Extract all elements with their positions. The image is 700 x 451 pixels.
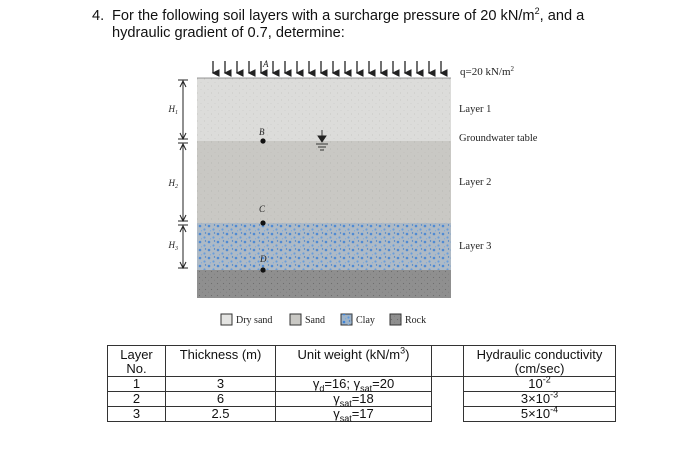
cell-hydraulic-conductivity: 3×10-3 [463, 390, 616, 407]
point-b-label: B [259, 127, 265, 137]
legend: Dry sand Sand Clay Rock [220, 313, 426, 326]
cell-spacer [432, 377, 464, 392]
groundwater-table-label: Groundwater table [459, 133, 538, 144]
question-line-1-text: For the following soil layers with a sur… [112, 8, 535, 24]
col-header-thickness: Thickness (m) [165, 345, 276, 377]
thickness-dimensions [178, 79, 188, 270]
cell-layer: 3 [107, 406, 166, 422]
table-row: 2 6 γsat=18 3×10-3 [107, 390, 616, 408]
legend-rock-label: Rock [405, 315, 426, 326]
point-b-marker [260, 138, 266, 144]
point-c-marker [260, 220, 266, 226]
point-c-label: C [259, 204, 266, 214]
col-header-spacer [431, 345, 464, 377]
h2-label: H2 [168, 178, 179, 190]
question-line-2: hydraulic gradient of 0.7, determine: [112, 25, 345, 41]
question-text: 4. For the following soil layers with a s… [92, 6, 652, 42]
water-table-icon [316, 130, 328, 151]
point-d-marker [260, 267, 266, 273]
col-header-hydraulic-conductivity: Hydraulic conductivity (cm/sec) [463, 345, 616, 377]
table-header-row: Layer No. Thickness (m) Unit weight (kN/m… [107, 345, 616, 377]
cell-unit-weight: γsat=17 [275, 406, 432, 423]
question-line-1: For the following soil layers with a sur… [112, 6, 585, 24]
cell-thickness: 3 [165, 376, 276, 392]
point-a-label: A [262, 59, 269, 69]
col-header-layer: Layer No. [107, 345, 166, 377]
cell-thickness: 2.5 [165, 406, 276, 422]
cell-hydraulic-conductivity: 5×10-4 [463, 405, 616, 422]
table-row: 1 3 γd=16; γsat=20 10-2 [107, 375, 616, 393]
legend-sand-label: Sand [305, 315, 325, 326]
surcharge-arrows [211, 61, 448, 77]
cell-thickness: 6 [165, 391, 276, 407]
legend-dry-sand-label: Dry sand [236, 315, 272, 326]
soil-profile-figure: A q=20 kN/m2 H1 H2 H3 B C D [168, 59, 538, 326]
layer-2-label: Layer 2 [459, 177, 491, 188]
cell-spacer [432, 407, 464, 422]
table-row: 3 2.5 γsat=17 5×10-4 [107, 405, 616, 423]
cell-hydraulic-conductivity: 10-2 [463, 375, 616, 392]
h3-label: H3 [168, 240, 179, 252]
cell-layer: 1 [107, 376, 166, 392]
question-line-1-tail: , and a [539, 8, 585, 24]
legend-dry-sand-swatch [220, 313, 233, 326]
legend-sand-swatch [289, 313, 302, 326]
question-number: 4. [92, 8, 105, 24]
point-d-label: D [259, 254, 267, 264]
calculation-points: B C D [259, 127, 267, 273]
soil-properties-table: Layer No. Thickness (m) Unit weight (kN/m… [107, 345, 616, 423]
col-header-unit-weight: Unit weight (kN/m3) [275, 345, 432, 377]
legend-clay-label: Clay [356, 315, 375, 326]
cell-unit-weight: γsat=18 [275, 391, 432, 408]
soil-layers [197, 77, 451, 298]
cell-layer: 2 [107, 391, 166, 407]
h1-label: H1 [168, 104, 179, 116]
question-line-1-superscript: 2 [534, 6, 540, 17]
layer-1-label: Layer 1 [459, 104, 491, 115]
cell-spacer [432, 392, 464, 407]
cell-unit-weight: γd=16; γsat=20 [275, 376, 432, 393]
layer-3-label: Layer 3 [459, 241, 491, 252]
surcharge-label: q=20 kN/m2 [460, 65, 515, 78]
